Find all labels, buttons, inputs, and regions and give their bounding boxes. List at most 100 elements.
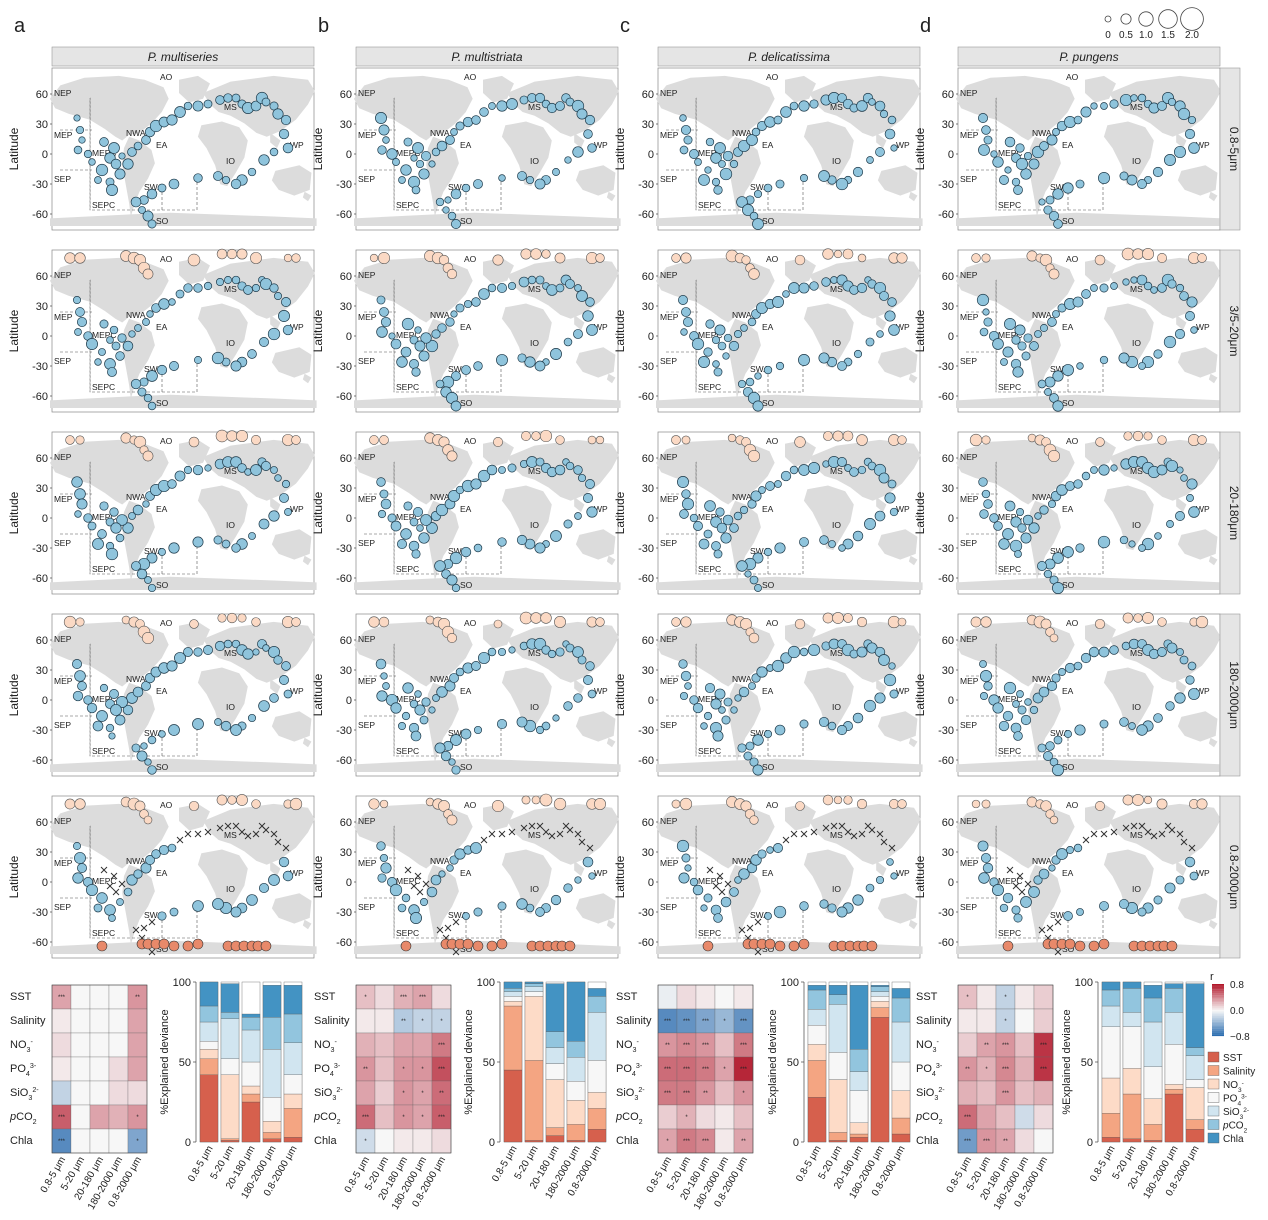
arctic-point (291, 435, 301, 445)
sample-point (1184, 856, 1196, 868)
lat-tick-label: -30 (638, 179, 654, 191)
arctic-point (1132, 794, 1144, 806)
heatmap-sig: * (1004, 1019, 1007, 1025)
lat-axis-label: Latitude (311, 127, 325, 170)
deviance-segment (241, 1085, 261, 1095)
r-legend-stop (1212, 1015, 1224, 1017)
arctic-point (1094, 254, 1106, 266)
arctic-point (794, 436, 806, 448)
sample-point (109, 325, 119, 335)
region-label-mep: MEP (358, 494, 377, 504)
lat-tick-label: 30 (642, 483, 654, 495)
region-label-sepc: SEPC (396, 928, 419, 938)
region-label-io: IO (1132, 702, 1141, 712)
sample-point (85, 883, 99, 897)
legend-swatch (1207, 1078, 1220, 1090)
sample-point (98, 348, 106, 356)
deviance-segment (503, 981, 523, 989)
deviance-segment (220, 1074, 240, 1139)
deviance-segment (283, 985, 303, 1015)
deviance-segment (524, 991, 544, 997)
sample-point (408, 540, 420, 552)
sample-point (390, 520, 402, 532)
sample-point (710, 904, 722, 916)
sample-point (749, 575, 759, 585)
arctic-point (727, 433, 737, 443)
region-label-so: SO (460, 398, 473, 408)
sample-point (1073, 843, 1083, 853)
heatmap-cell (733, 984, 754, 1010)
region-label-ea: EA (1062, 140, 1074, 150)
sample-point (587, 143, 597, 153)
sample-point (694, 158, 702, 166)
sample-point (1002, 528, 1014, 540)
sample-point (679, 509, 689, 519)
lat-tick-label: -30 (32, 543, 48, 555)
sample-point (455, 121, 465, 131)
lat-tick-label: 0 (948, 695, 954, 707)
region-label-ms: MS (528, 102, 541, 112)
sample-point (94, 358, 102, 366)
arctic-point (856, 616, 868, 628)
arctic-point (1040, 800, 1052, 812)
sample-point (681, 307, 691, 317)
sample-point (401, 893, 411, 903)
region-label-mepc: MEPC (92, 694, 117, 704)
lat-tick-label: -30 (32, 179, 48, 191)
heatmap-row-label: SST (10, 991, 32, 1003)
r-legend-stop (1212, 986, 1224, 988)
region-label-nwa: NWA (732, 674, 752, 684)
deviance-segment (524, 983, 544, 987)
r-legend-stop (1212, 1030, 1224, 1033)
sample-point (1138, 544, 1146, 552)
region-label-mep: MEP (660, 130, 679, 140)
deviance-segment (241, 1029, 261, 1063)
sample-point (828, 540, 836, 548)
sample-point (1157, 283, 1167, 293)
sample-point (519, 95, 529, 105)
heatmap-sig: * (421, 1115, 424, 1121)
sample-point (377, 145, 387, 155)
heatmap-sig: *** (438, 1043, 446, 1049)
sample-point (746, 134, 758, 146)
sample-point (72, 690, 84, 702)
sample-point (420, 150, 432, 162)
deviance-segment (241, 1101, 261, 1143)
sample-point (763, 547, 773, 557)
sample-point (1176, 648, 1184, 656)
sample-point (715, 507, 725, 517)
sample-point (884, 128, 896, 140)
deviance-segment (1185, 1079, 1205, 1088)
region-label-wp: WP (896, 140, 910, 150)
arctic-point (446, 450, 458, 462)
sample-point (772, 296, 784, 308)
lat-tick-label: 30 (942, 483, 954, 495)
arctic-point (120, 432, 132, 444)
sample-point (1044, 388, 1052, 396)
legend-swatch (1207, 1105, 1220, 1117)
sample-point (852, 530, 864, 542)
sample-point (711, 335, 721, 345)
sample-point (977, 840, 989, 852)
sample-point (818, 716, 830, 728)
sample-point (1081, 471, 1091, 481)
arctic-point (236, 430, 248, 442)
sample-point (122, 340, 134, 352)
sample-point (1110, 464, 1118, 472)
deviance-segment (1101, 1026, 1121, 1079)
sample-point (110, 158, 122, 170)
sample-point (1099, 901, 1109, 911)
sample-point (269, 693, 279, 703)
region-label-wp: WP (594, 686, 608, 696)
arctic-point (553, 797, 567, 811)
sample-point (507, 281, 517, 291)
sample-point (378, 124, 390, 136)
sample-point (237, 463, 247, 473)
region-label-wp: WP (1196, 504, 1210, 514)
region-label-nep: NEP (54, 634, 72, 644)
sample-point (1017, 523, 1027, 533)
sample-point (534, 178, 546, 190)
region-label-nep: NEP (54, 88, 72, 98)
sample-point (1097, 171, 1111, 185)
arctic-point (1156, 798, 1168, 810)
